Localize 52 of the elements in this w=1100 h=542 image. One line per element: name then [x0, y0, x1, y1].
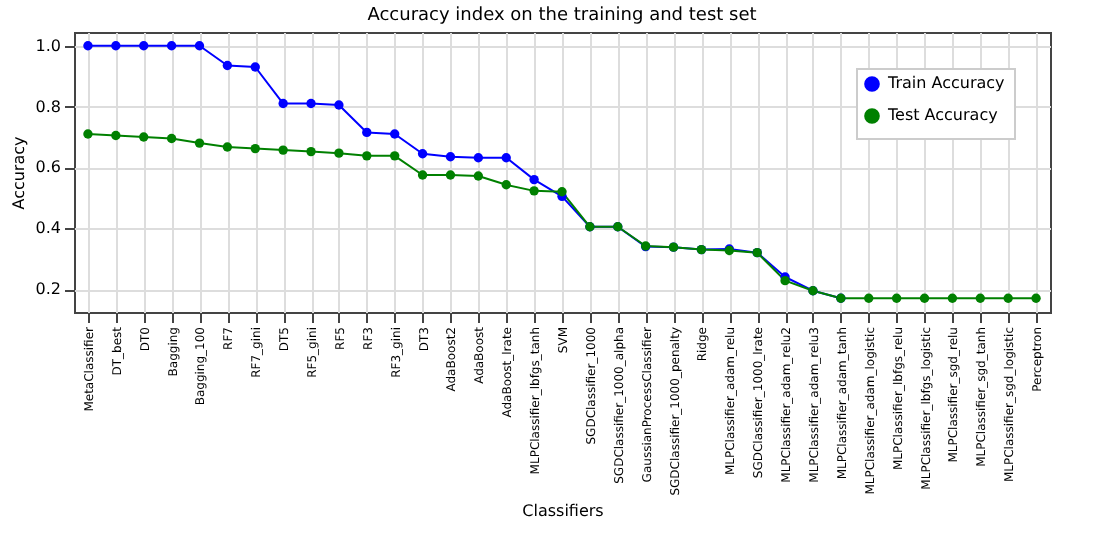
point [166, 133, 177, 144]
point [222, 142, 233, 152]
y-tick-label: 1.0 [35, 36, 61, 55]
point [390, 129, 400, 139]
y-axis-title: Accuracy [9, 135, 28, 210]
point [417, 170, 428, 180]
point [501, 180, 511, 190]
point [557, 187, 567, 197]
point [445, 170, 456, 180]
point [139, 41, 149, 51]
point [975, 293, 985, 303]
point [529, 186, 539, 196]
y-tick-label: 0.6 [35, 158, 61, 177]
legend-label: Train Accuracy [886, 74, 1006, 92]
point [83, 41, 93, 51]
point [306, 146, 316, 157]
y-tick-label: 0.8 [35, 97, 61, 116]
point [139, 132, 149, 142]
point [529, 174, 539, 185]
y-tick-label: 0.2 [35, 280, 61, 299]
point [334, 148, 344, 158]
point [417, 149, 428, 159]
point [250, 143, 260, 154]
point [362, 151, 372, 161]
point [864, 293, 874, 303]
point [362, 127, 372, 138]
y-tick-label: 0.4 [35, 219, 61, 238]
point [390, 151, 400, 161]
point [250, 62, 260, 72]
point [83, 129, 93, 139]
x-axis-title: Classifiers [522, 501, 604, 520]
point [166, 41, 177, 51]
point [111, 130, 121, 141]
point [306, 98, 316, 109]
point [194, 138, 205, 148]
point [194, 41, 205, 51]
point [1031, 293, 1041, 303]
point [947, 293, 958, 303]
point [278, 98, 288, 109]
point [501, 153, 511, 163]
point [891, 293, 902, 303]
legend-label: Test Accuracy [886, 106, 999, 124]
point [473, 153, 484, 163]
point [222, 60, 233, 71]
point [473, 171, 484, 181]
chart-title: Accuracy index on the training and test set [367, 6, 758, 26]
point [278, 145, 288, 155]
point [1003, 293, 1013, 303]
point [334, 100, 344, 110]
point [445, 152, 456, 162]
point [919, 293, 930, 303]
point [111, 41, 121, 51]
